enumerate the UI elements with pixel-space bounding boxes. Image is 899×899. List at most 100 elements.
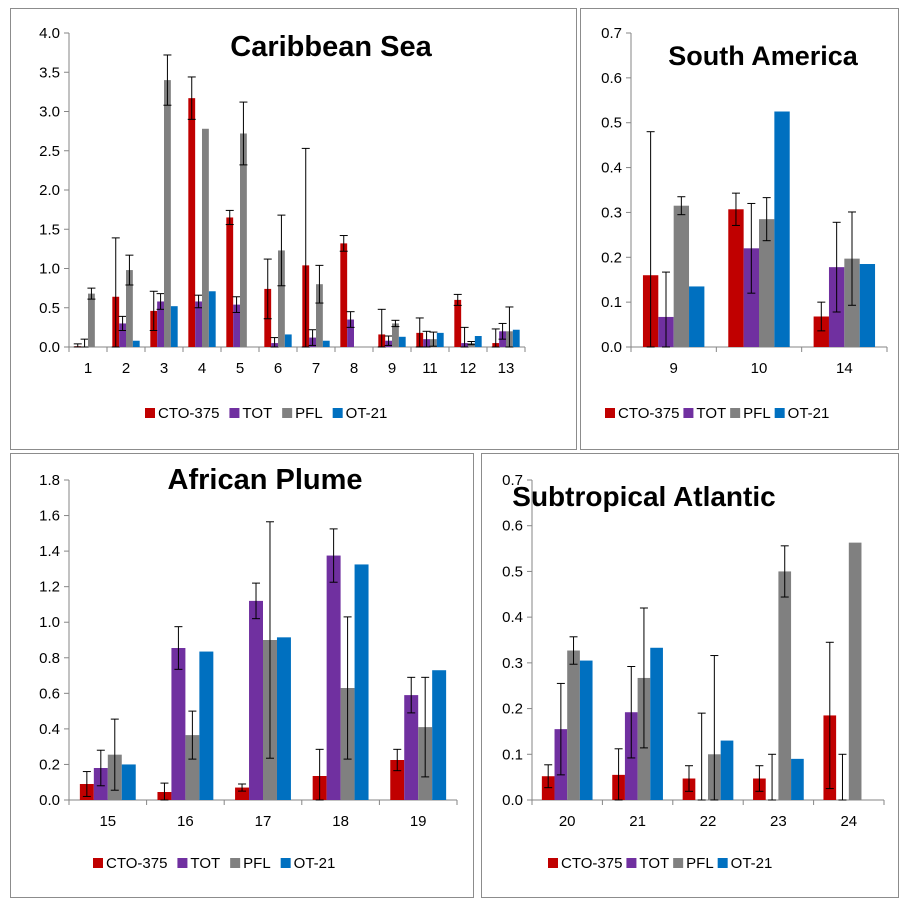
x-tick-label: 13 [498, 360, 515, 377]
y-tick-label: 0.2 [39, 756, 60, 773]
bar-ot-21 [398, 336, 406, 347]
x-tick-label: 3 [160, 360, 168, 377]
bar-ot-21 [689, 286, 705, 347]
bar-ot-21 [132, 340, 140, 347]
bar-pfl [278, 250, 285, 347]
legend-swatch-cto-375 [145, 408, 155, 418]
bar-cto-375 [813, 316, 829, 347]
bar-tot [404, 695, 419, 800]
bar-tot [743, 248, 759, 347]
bar-ot-21 [791, 758, 804, 800]
x-tick-label: 16 [177, 813, 194, 830]
bar-pfl [759, 219, 775, 347]
chart-caribbean-sea: Caribbean Sea 0.0 0.5 1.0 1.5 2.0 2.5 3.0 3.5 4.0… [39, 25, 526, 422]
bar-tot [157, 301, 164, 347]
y-tick-label: 0.1 [601, 294, 622, 311]
legend-label-cto-375: CTO-375 [106, 855, 167, 872]
bar-ot-21 [276, 637, 291, 800]
y-tick-label: 0.5 [39, 300, 60, 317]
x-tick-label: 9 [388, 360, 396, 377]
y-tick-label: 0.6 [502, 518, 523, 535]
legend-swatch-tot [683, 408, 694, 418]
bar-ot-21 [436, 332, 444, 347]
chart-south-america: South America 0.0 0.1 0.2 0.3 0.4 0.5 0.6 0.7 9 10… [601, 25, 888, 422]
y-tick-label: 1.8 [39, 472, 60, 489]
bar-ot-21 [512, 329, 520, 347]
chart-panel-caribbean-sea: Caribbean Sea 0.0 0.5 1.0 1.5 2.0 2.5 3.0 3.5 4.0… [10, 8, 577, 450]
y-tick-label: 1.0 [39, 261, 60, 278]
legend-swatch-tot [626, 858, 637, 868]
bar-tot [171, 648, 186, 800]
bar-cto-375 [226, 217, 234, 347]
y-tick-label: 3.5 [39, 64, 60, 81]
bar-pfl [778, 571, 792, 800]
x-tick-label: 7 [312, 360, 320, 377]
y-tick-label: 3.0 [39, 104, 60, 121]
x-tick-label: 9 [669, 360, 677, 377]
x-tick-label: 11 [422, 360, 438, 377]
x-tick-label: 23 [770, 813, 787, 830]
y-tick-label: 0.6 [601, 70, 622, 87]
legend-label-ot-21: OT-21 [294, 855, 336, 872]
x-tick-label: 1 [84, 360, 92, 377]
bar-pfl [240, 133, 247, 347]
legend-label-cto-375: CTO-375 [158, 405, 219, 422]
legend-swatch-pfl [673, 858, 684, 868]
y-tick-label: 0.4 [39, 721, 60, 738]
x-tick-label: 22 [700, 813, 717, 830]
y-tick-label: 2.0 [39, 182, 60, 199]
x-tick-label: 15 [99, 813, 116, 830]
y-tick-label: 1.2 [39, 579, 60, 596]
y-tick-label: 0.6 [39, 685, 60, 702]
chart-title: South America [668, 41, 859, 71]
bar-cto-375 [728, 209, 744, 347]
y-tick-label: 1.0 [39, 614, 60, 631]
x-tick-label: 20 [559, 813, 576, 830]
legend-swatch-tot [177, 858, 188, 868]
bar-pfl [185, 735, 200, 800]
bar-pfl [164, 80, 171, 347]
y-tick-label: 1.4 [39, 543, 60, 560]
bar-ot-21 [121, 764, 136, 800]
bar-ot-21 [859, 264, 876, 347]
bar-ot-21 [208, 291, 216, 347]
bar-pfl [202, 128, 209, 347]
legend-label-ot-21: OT-21 [346, 405, 388, 422]
legend-label-tot: TOT [242, 405, 272, 422]
y-tick-label: 4.0 [39, 25, 60, 42]
legend-swatch-pfl [730, 408, 741, 418]
y-tick-label: 0.2 [502, 701, 523, 718]
legend-label-cto-375: CTO-375 [618, 405, 679, 422]
legend-swatch-ot-21 [280, 858, 291, 868]
legend-swatch-ot-21 [332, 408, 343, 418]
chart-panel-subtropical-atlantic: Subtropical Atlantic 0.0 0.1 0.2 0.3 0.4 0.5 0.… [481, 453, 899, 898]
legend-swatch-tot [229, 408, 240, 418]
bar-pfl [848, 542, 862, 800]
bar-pfl [88, 293, 95, 347]
bar-tot [347, 319, 354, 347]
legend-label-ot-21: OT-21 [788, 405, 830, 422]
x-tick-label: 5 [236, 360, 244, 377]
bar-ot-21 [322, 340, 330, 347]
chart-panel-african-plume: African Plume 0.0 0.2 0.4 0.6 0.8 1.0 1.2 1.4 1.6… [10, 453, 474, 898]
chart-title: African Plume [168, 464, 363, 496]
legend-label-pfl: PFL [295, 405, 323, 422]
y-tick-label: 0.5 [601, 115, 622, 132]
bar-cto-375 [454, 299, 462, 347]
bar-ot-21 [354, 564, 369, 800]
bar-ot-21 [199, 651, 214, 800]
legend-label-cto-375: CTO-375 [561, 855, 622, 872]
bar-ot-21 [774, 111, 790, 347]
y-tick-label: 1.5 [39, 221, 60, 238]
chart-african-plume: African Plume 0.0 0.2 0.4 0.6 0.8 1.0 1.2 1.4 1.6… [39, 464, 458, 872]
x-tick-label: 2 [122, 360, 130, 377]
bar-pfl [673, 205, 690, 347]
x-tick-label: 10 [751, 360, 768, 377]
y-tick-label: 0.0 [601, 339, 622, 356]
chart-title: Caribbean Sea [230, 31, 432, 63]
x-tick-label: 12 [460, 360, 477, 377]
x-tick-label: 4 [198, 360, 206, 377]
y-tick-label: 0.1 [502, 746, 523, 763]
x-tick-label: 21 [629, 813, 646, 830]
x-tick-label: 19 [410, 813, 427, 830]
